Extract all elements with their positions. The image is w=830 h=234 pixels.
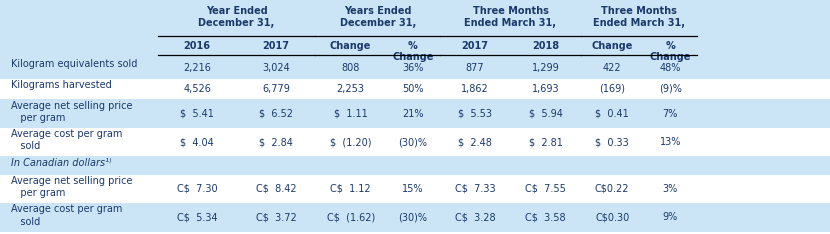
Bar <box>0 175 830 203</box>
Text: 36%: 36% <box>403 63 423 73</box>
Text: Average net selling price
   per gram: Average net selling price per gram <box>11 176 132 198</box>
Text: C$  3.28: C$ 3.28 <box>455 212 496 222</box>
Text: 1,299: 1,299 <box>532 63 559 73</box>
Text: 2018: 2018 <box>532 41 559 51</box>
Text: $  2.84: $ 2.84 <box>259 137 293 147</box>
Text: C$0.30: C$0.30 <box>595 212 629 222</box>
Text: Year Ended
December 31,: Year Ended December 31, <box>198 6 275 28</box>
Text: 3%: 3% <box>662 184 678 194</box>
Text: 2,253: 2,253 <box>337 84 364 94</box>
Text: $  1.11: $ 1.11 <box>334 109 368 119</box>
Text: 877: 877 <box>466 63 485 73</box>
Text: Kilogram equivalents sold: Kilogram equivalents sold <box>11 59 137 69</box>
Text: C$  3.58: C$ 3.58 <box>525 212 566 222</box>
Text: 13%: 13% <box>660 137 681 147</box>
Text: $  2.48: $ 2.48 <box>458 137 492 147</box>
Text: $  6.52: $ 6.52 <box>259 109 293 119</box>
Text: C$0.22: C$0.22 <box>595 184 629 194</box>
Text: $  4.04: $ 4.04 <box>180 137 214 147</box>
Text: Change: Change <box>330 41 371 51</box>
Text: 1,693: 1,693 <box>532 84 559 94</box>
Text: 808: 808 <box>341 63 360 73</box>
Text: %
Change: % Change <box>650 41 691 62</box>
Bar <box>0 0 830 58</box>
Text: (169): (169) <box>599 84 625 94</box>
Text: Kilograms harvested: Kilograms harvested <box>11 80 111 90</box>
Text: $  5.94: $ 5.94 <box>529 109 563 119</box>
Text: Three Months
Ended March 31,: Three Months Ended March 31, <box>593 6 685 28</box>
Text: C$  8.42: C$ 8.42 <box>256 184 296 194</box>
Text: C$  7.55: C$ 7.55 <box>525 184 566 194</box>
Text: $  0.41: $ 0.41 <box>595 109 629 119</box>
Bar <box>0 156 830 175</box>
Text: %
Change: % Change <box>393 41 433 62</box>
Text: Average cost per gram
   sold: Average cost per gram sold <box>11 129 122 151</box>
Text: 2017: 2017 <box>461 41 489 51</box>
Bar <box>0 99 830 128</box>
Text: C$  7.30: C$ 7.30 <box>177 184 217 194</box>
Text: C$  3.72: C$ 3.72 <box>256 212 296 222</box>
Text: 9%: 9% <box>662 212 678 222</box>
Text: 2016: 2016 <box>183 41 211 51</box>
Text: 6,779: 6,779 <box>262 84 290 94</box>
Text: (30)%: (30)% <box>398 212 427 222</box>
Text: $  2.81: $ 2.81 <box>529 137 563 147</box>
Text: Average cost per gram
   sold: Average cost per gram sold <box>11 204 122 227</box>
Text: (30)%: (30)% <box>398 137 427 147</box>
Bar <box>0 203 830 232</box>
Text: 50%: 50% <box>403 84 423 94</box>
Text: $  5.53: $ 5.53 <box>458 109 492 119</box>
Text: 4,526: 4,526 <box>183 84 211 94</box>
Text: $  5.41: $ 5.41 <box>180 109 214 119</box>
Text: In Canadian dollars¹⁾: In Canadian dollars¹⁾ <box>11 157 111 168</box>
Text: 7%: 7% <box>662 109 678 119</box>
Text: 2017: 2017 <box>262 41 290 51</box>
Text: Years Ended
December 31,: Years Ended December 31, <box>339 6 416 28</box>
Text: C$  1.12: C$ 1.12 <box>330 184 371 194</box>
Text: C$  5.34: C$ 5.34 <box>177 212 217 222</box>
Text: 1,862: 1,862 <box>461 84 489 94</box>
Text: $  0.33: $ 0.33 <box>595 137 629 147</box>
Text: 21%: 21% <box>403 109 423 119</box>
Bar <box>0 79 830 99</box>
Text: 2,216: 2,216 <box>183 63 211 73</box>
Text: 48%: 48% <box>660 63 681 73</box>
Text: Change: Change <box>592 41 632 51</box>
Bar <box>0 58 830 79</box>
Bar <box>0 128 830 156</box>
Text: 422: 422 <box>603 63 622 73</box>
Text: 15%: 15% <box>403 184 423 194</box>
Text: Average net selling price
   per gram: Average net selling price per gram <box>11 101 132 123</box>
Text: Three Months
Ended March 31,: Three Months Ended March 31, <box>465 6 556 28</box>
Text: (9)%: (9)% <box>659 84 681 94</box>
Text: C$  7.33: C$ 7.33 <box>455 184 496 194</box>
Text: $  (1.20): $ (1.20) <box>330 137 371 147</box>
Text: C$  (1.62): C$ (1.62) <box>326 212 375 222</box>
Text: 3,024: 3,024 <box>262 63 290 73</box>
